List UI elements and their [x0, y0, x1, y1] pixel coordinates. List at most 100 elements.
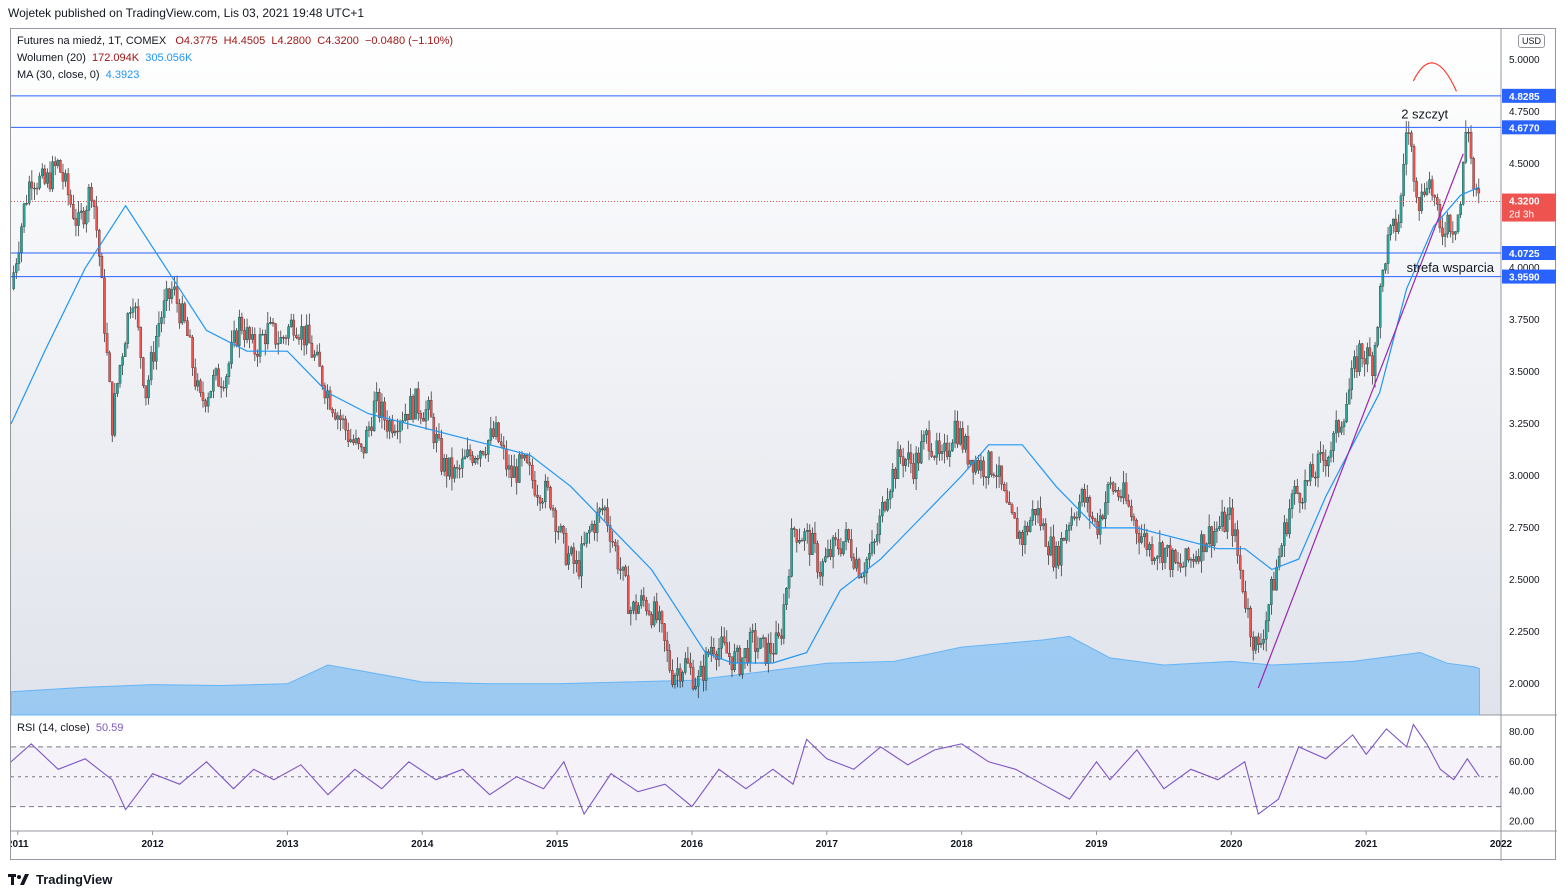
ohlc-close: C4.3200: [317, 35, 359, 47]
volume-legend[interactable]: Wolumen (20) 172.094K 305.056K: [17, 52, 192, 64]
candle-body: [365, 430, 368, 454]
candle-body: [230, 342, 233, 364]
rsi-legend[interactable]: RSI (14, close) 50.59: [17, 722, 123, 734]
price-tick-label: 4.7500: [1509, 107, 1540, 118]
candle-body: [938, 440, 941, 454]
candle-body: [199, 380, 202, 393]
candle-body: [969, 459, 972, 465]
candle-body: [1174, 549, 1177, 563]
candle-body: [1391, 218, 1395, 226]
candle-body: [1179, 563, 1182, 568]
candle-body: [1034, 509, 1037, 516]
candle-body: [1080, 489, 1084, 503]
candle-body: [261, 334, 264, 336]
candle-body: [56, 160, 60, 166]
candle-body: [951, 442, 954, 452]
candle-body: [1163, 547, 1167, 563]
candle-body: [323, 385, 327, 399]
last-price-badge[interactable]: [1502, 193, 1556, 222]
time-tick-label: 2011: [11, 839, 29, 850]
candle-body: [1290, 493, 1294, 509]
candle-body: [435, 434, 438, 443]
candle-body: [676, 668, 679, 676]
symbol-legend: Futures na miedź, 1T, COMEX O4.3775 H4.4…: [17, 35, 453, 47]
peak-arc[interactable]: [1412, 62, 1458, 92]
candle-body: [349, 439, 353, 442]
candle-body: [1249, 607, 1252, 638]
chart-canvas[interactable]: 2 szczyt strefa wsparcia 2.0000 2.2500 2.500…: [11, 29, 1557, 861]
volume-value: 172.094K: [92, 52, 140, 64]
candle-body: [155, 336, 158, 362]
peak-annotation[interactable]: 2 szczyt: [1401, 106, 1448, 121]
candle-body: [940, 451, 944, 454]
candle-body: [1319, 452, 1322, 455]
candle-body: [1228, 507, 1232, 515]
candle-body: [165, 288, 168, 301]
candle-body: [933, 456, 936, 458]
candle-body: [1459, 204, 1462, 215]
candle-body: [803, 531, 806, 541]
candle-body: [168, 288, 171, 299]
candle-body: [25, 203, 28, 205]
candle-body: [28, 181, 31, 204]
candle-body: [505, 448, 508, 470]
candle-body: [562, 526, 565, 534]
candle-body: [1106, 484, 1110, 503]
candle-body: [274, 323, 277, 345]
candle-body: [891, 469, 895, 492]
symbol-name[interactable]: Futures na miedź, 1T, COMEX: [17, 35, 167, 47]
candle-body: [1194, 556, 1198, 562]
price-tick-label: 2.5000: [1509, 575, 1540, 586]
candle-body: [614, 542, 617, 547]
candle-body: [531, 465, 534, 481]
candle-body: [419, 413, 423, 419]
price-badge[interactable]: [1502, 120, 1556, 135]
support-annotation[interactable]: strefa wsparcia: [1407, 260, 1495, 275]
candle-body: [448, 457, 451, 477]
candle-body: [984, 476, 988, 478]
trend-line[interactable]: [1257, 153, 1464, 689]
candle-body: [671, 670, 674, 685]
candle-body: [1417, 197, 1421, 211]
candle-body: [982, 460, 985, 477]
candle-body: [422, 418, 425, 422]
candle-body: [795, 529, 799, 543]
candle-body: [1083, 489, 1086, 503]
price-badge[interactable]: [1502, 269, 1556, 284]
candle-body: [593, 523, 596, 533]
chart-frame[interactable]: 2 szczyt strefa wsparcia 2.0000 2.2500 2.500…: [10, 28, 1557, 861]
candle-body: [689, 662, 692, 668]
time-tick-label: 2016: [681, 839, 704, 850]
candle-body: [556, 531, 560, 533]
candle-body: [144, 385, 148, 399]
candle-body: [1062, 538, 1066, 541]
candle-body: [248, 327, 251, 340]
candle-body: [1472, 158, 1475, 190]
candle-body: [1241, 569, 1245, 592]
candle-body: [878, 515, 882, 535]
candle-body: [1441, 227, 1444, 237]
main-pane-bg: [11, 29, 1501, 715]
candle-body: [393, 430, 397, 434]
candle-body: [588, 529, 591, 534]
ma-legend[interactable]: MA (30, close, 0) 4.3923: [17, 69, 139, 81]
footer-brand[interactable]: TradingView: [8, 872, 112, 887]
candle-body: [38, 175, 41, 189]
time-tick-label: 2018: [951, 839, 974, 850]
candle-body: [1168, 545, 1172, 570]
time-tick-label: 2017: [816, 839, 839, 850]
candle-body: [253, 334, 257, 355]
candle-body: [458, 468, 461, 470]
candle-body: [170, 289, 174, 299]
candle-body: [232, 330, 236, 343]
candle-body: [476, 458, 480, 460]
candle-body: [1070, 516, 1073, 526]
candle-body: [860, 576, 863, 578]
currency-badge[interactable]: USD: [1518, 34, 1546, 48]
price-badge[interactable]: [1502, 245, 1556, 260]
candle-body: [1329, 450, 1333, 458]
candle-body: [759, 637, 762, 649]
candle-body: [1407, 132, 1411, 134]
rsi-tick-label: 20.00: [1509, 817, 1534, 828]
price-badge[interactable]: [1502, 88, 1556, 103]
